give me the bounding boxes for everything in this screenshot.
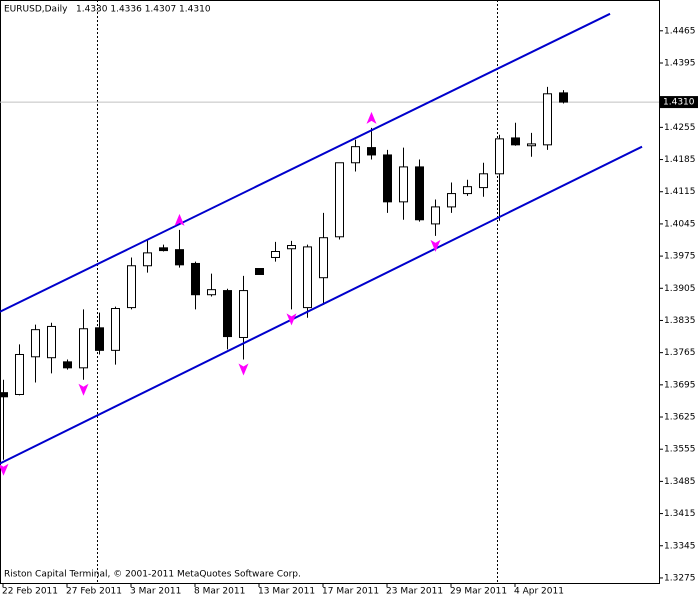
plot bbox=[0, 0, 659, 583]
candle-body bbox=[463, 186, 472, 195]
candle-body bbox=[239, 290, 248, 338]
candle-body bbox=[223, 290, 232, 338]
y-tick-label: 1.4115 bbox=[664, 187, 696, 197]
candle-body bbox=[319, 237, 328, 279]
candle-body bbox=[207, 289, 216, 296]
x-tick-label: 13 Mar 2011 bbox=[258, 587, 315, 597]
candle-body bbox=[479, 173, 488, 189]
candle-body bbox=[335, 162, 344, 238]
y-tick-label: 1.3975 bbox=[664, 252, 696, 262]
ohlc-info: 1.4330 1.4336 1.4307 1.4310 bbox=[76, 5, 211, 15]
fractal-down bbox=[78, 383, 89, 396]
y-tick-label: 1.4395 bbox=[664, 58, 696, 68]
fractal-up bbox=[174, 213, 185, 226]
symbol: EURUSD,Daily bbox=[4, 5, 68, 15]
candle-body bbox=[255, 268, 264, 275]
fractal-down bbox=[0, 463, 9, 476]
candle-body bbox=[0, 392, 8, 398]
candle-body bbox=[431, 206, 440, 225]
y-tick-label: 1.3905 bbox=[664, 284, 696, 294]
candle-body bbox=[31, 329, 40, 358]
y-tick-label: 1.4255 bbox=[664, 123, 696, 133]
candle-body bbox=[143, 252, 152, 267]
price-label: 1.4310 bbox=[663, 98, 695, 108]
y-tick-label: 1.3625 bbox=[664, 413, 696, 423]
candle-body bbox=[527, 143, 536, 147]
y-tick-label: 1.4045 bbox=[664, 219, 696, 229]
y-tick-label: 1.3345 bbox=[664, 541, 696, 551]
x-tick-label: 3 Mar 2011 bbox=[130, 587, 181, 597]
candle-body bbox=[63, 361, 72, 369]
channel-line bbox=[0, 145, 643, 465]
fractal-down bbox=[238, 363, 249, 376]
x-tick-label: 22 Feb 2011 bbox=[2, 587, 58, 597]
x-tick-label: 8 Mar 2011 bbox=[194, 587, 245, 597]
candle-body bbox=[79, 328, 88, 369]
candle-body bbox=[351, 146, 360, 164]
price-label-bg bbox=[660, 96, 698, 109]
candle-body bbox=[15, 353, 24, 395]
candle-body bbox=[367, 147, 376, 156]
y-tick-label: 1.3765 bbox=[664, 348, 696, 358]
candle-body bbox=[303, 246, 312, 309]
candle-body bbox=[399, 166, 408, 203]
x-tick-label: 27 Feb 2011 bbox=[66, 587, 122, 597]
footer: Riston Capital Terminal, © 2001-2011 Met… bbox=[4, 570, 301, 580]
x-tick-label: 4 Apr 2011 bbox=[514, 587, 564, 597]
y-tick-label: 1.3555 bbox=[664, 445, 696, 455]
candle-body bbox=[447, 193, 456, 208]
candle-body bbox=[159, 247, 168, 252]
candle-body bbox=[175, 249, 184, 266]
candle-body bbox=[95, 327, 104, 351]
candle-body bbox=[111, 308, 120, 351]
fractal-down bbox=[430, 239, 441, 252]
candle-body bbox=[127, 265, 136, 309]
candle-body bbox=[495, 138, 504, 175]
y-tick-label: 1.3485 bbox=[664, 477, 696, 487]
candle-body bbox=[415, 166, 424, 221]
x-tick-label: 29 Mar 2011 bbox=[450, 587, 507, 597]
x-tick-label: 23 Mar 2011 bbox=[386, 587, 443, 597]
candle-body bbox=[559, 92, 568, 103]
y-tick-label: 1.3835 bbox=[664, 316, 696, 326]
candle-body bbox=[271, 250, 280, 258]
candle-body bbox=[47, 325, 56, 359]
y-tick-label: 1.3695 bbox=[664, 380, 696, 390]
y-tick-label: 1.3415 bbox=[664, 509, 696, 519]
candle-body bbox=[287, 245, 296, 250]
x-tick-label: 17 Mar 2011 bbox=[322, 587, 379, 597]
candle-body bbox=[543, 93, 552, 146]
y-tick-label: 1.3275 bbox=[664, 573, 696, 583]
fractal-up bbox=[366, 111, 377, 124]
fractal-down bbox=[286, 313, 297, 326]
y-tick-label: 1.4465 bbox=[664, 26, 696, 36]
channel-line bbox=[0, 12, 611, 313]
candle-body bbox=[191, 262, 200, 296]
candle-body bbox=[511, 137, 520, 146]
candle-body bbox=[383, 154, 392, 203]
plot-area bbox=[0, 0, 660, 584]
y-tick-label: 1.4185 bbox=[664, 155, 696, 165]
